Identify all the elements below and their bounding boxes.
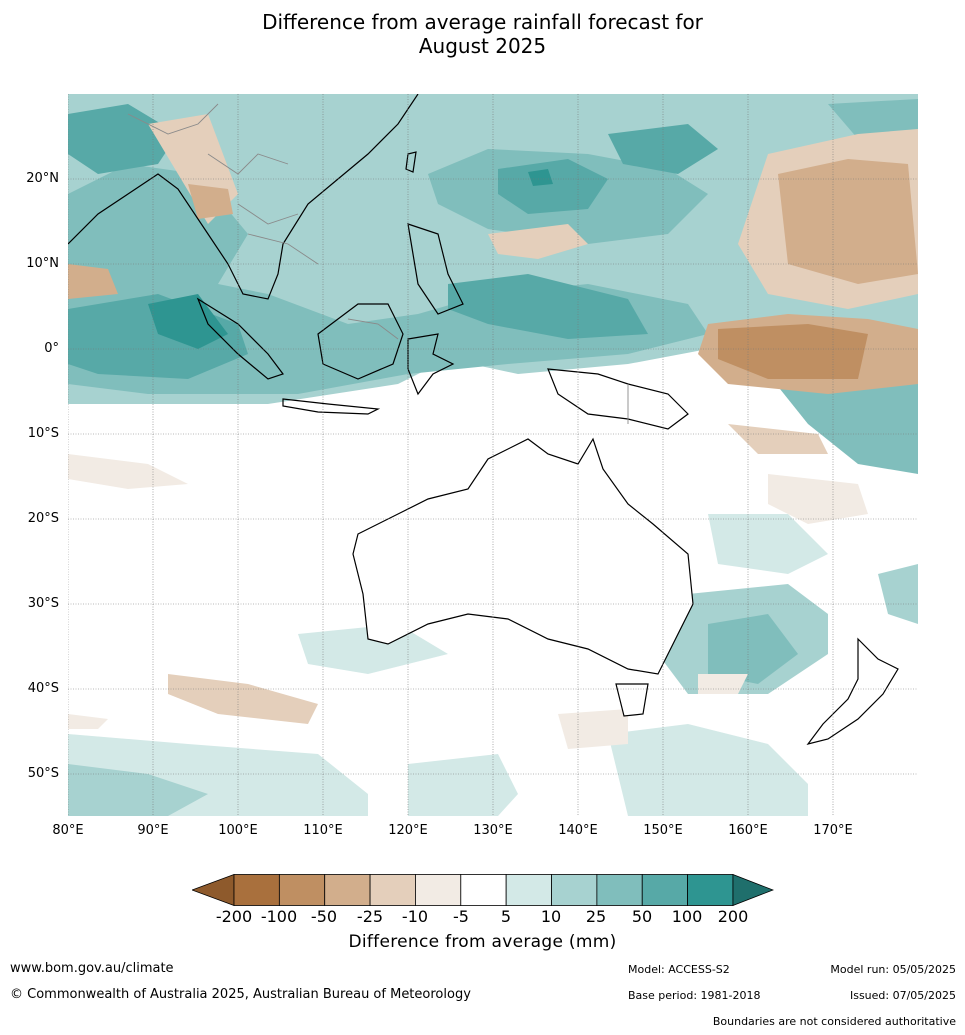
legend-swatch xyxy=(278,874,326,906)
legend-tick: 100 xyxy=(671,907,703,926)
rainfall-map xyxy=(68,94,918,816)
lon-label-100e: 100°E xyxy=(218,823,258,838)
taiwan-coastline xyxy=(405,151,417,173)
lat-label-equator: 0° xyxy=(44,341,59,356)
issued-date: Issued: 07/05/2025 xyxy=(849,989,956,1002)
tasmania-coastline xyxy=(615,683,649,717)
legend-swatch xyxy=(551,874,598,906)
legend-tick: -100 xyxy=(260,907,298,926)
lat-label-20s: 20°S xyxy=(27,511,59,526)
title-line-2: August 2025 xyxy=(418,34,547,58)
lon-label-120e: 120°E xyxy=(388,823,428,838)
java-coastline xyxy=(282,398,381,415)
new-zealand-coastline xyxy=(806,637,899,745)
legend-tick: 5 xyxy=(500,907,512,926)
lon-label-110e: 110°E xyxy=(303,823,343,838)
boundaries-disclaimer: Boundaries are not considered authoritat… xyxy=(712,1015,956,1028)
legend-tick: 10 xyxy=(540,907,562,926)
rainfall-map-svg xyxy=(68,94,918,816)
lon-label-140e: 140°E xyxy=(558,823,598,838)
legend-tick: -10 xyxy=(401,907,429,926)
philippines-coastline xyxy=(407,223,464,315)
legend-swatch xyxy=(641,874,688,906)
title-line-1: Difference from average rainfall forecas… xyxy=(262,10,703,34)
new-guinea-coastline xyxy=(547,368,689,430)
sulawesi-coastline xyxy=(407,333,455,396)
legend-swatch xyxy=(460,874,507,906)
lat-label-30s: 30°S xyxy=(27,596,59,611)
legend-swatch xyxy=(324,874,371,906)
lat-label-10s: 10°S xyxy=(27,426,59,441)
map-area: 20°N 10°N 0° 10°S 20°S 30°S 40°S 50°S 80… xyxy=(26,94,918,838)
website-link[interactable]: www.bom.gov.au/climate xyxy=(10,961,174,976)
coastlines xyxy=(68,94,899,745)
lat-label-10n: 10°N xyxy=(26,256,59,271)
legend-tick: -5 xyxy=(453,907,469,926)
asia-mainland-coastline xyxy=(68,94,419,300)
model-name: Model: ACCESS-S2 xyxy=(628,963,730,976)
legend-tick: 25 xyxy=(585,907,607,926)
lon-label-150e: 150°E xyxy=(643,823,683,838)
lon-label-160e: 160°E xyxy=(728,823,768,838)
sumatra-coastline xyxy=(196,297,284,380)
legend-tick: 200 xyxy=(717,907,749,926)
base-period: Base period: 1981-2018 xyxy=(628,989,761,1002)
legend-swatch xyxy=(233,874,280,906)
lat-label-20n: 20°N xyxy=(26,171,59,186)
lon-label-170e: 170°E xyxy=(813,823,853,838)
map-title: Difference from average rainfall forecas… xyxy=(0,10,965,58)
lon-label-90e: 90°E xyxy=(137,823,169,838)
legend-extend-low xyxy=(192,874,235,906)
model-run-date: Model run: 05/05/2025 xyxy=(830,963,956,976)
legend-swatch xyxy=(415,874,462,906)
lon-label-130e: 130°E xyxy=(473,823,513,838)
copyright-notice: © Commonwealth of Australia 2025, Austra… xyxy=(10,987,471,1002)
legend-swatch xyxy=(505,874,552,906)
legend-swatch xyxy=(369,874,416,906)
lat-label-50s: 50°S xyxy=(27,766,59,781)
legend-swatch xyxy=(596,874,643,906)
graticule xyxy=(68,94,918,816)
country-borders xyxy=(127,103,629,424)
lat-label-40s: 40°S xyxy=(27,681,59,696)
legend-label: Difference from average (mm) xyxy=(348,932,617,952)
legend-extend-high xyxy=(732,874,774,906)
legend-tick: 50 xyxy=(631,907,653,926)
legend-swatch xyxy=(687,874,734,906)
legend-tick: -200 xyxy=(215,907,253,926)
legend-tick: -25 xyxy=(356,907,384,926)
legend-tick: -50 xyxy=(310,907,338,926)
legend-colorbar xyxy=(192,874,774,906)
lon-label-80e: 80°E xyxy=(52,823,84,838)
